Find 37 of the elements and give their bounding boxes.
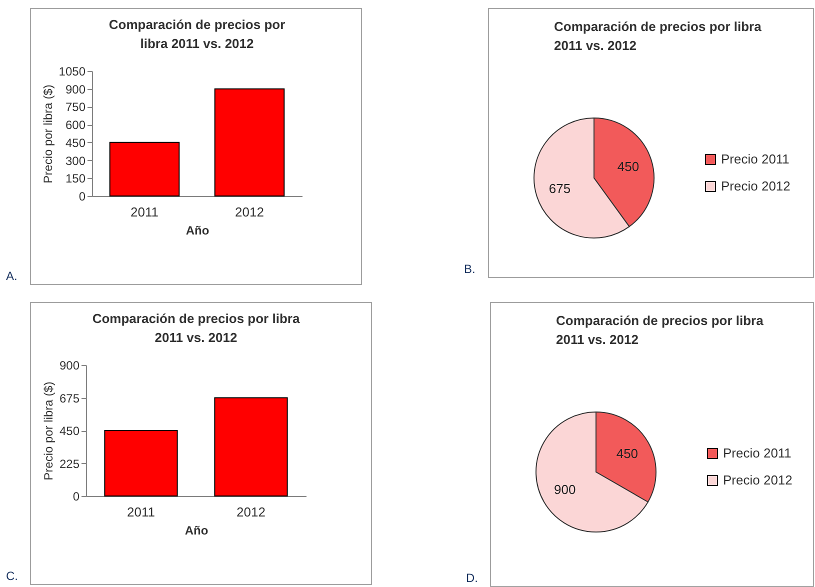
chart-title: Comparación de precios por libra 2011 vs. 2012 bbox=[108, 17, 286, 51]
y-tick-label: 900 bbox=[65, 82, 86, 96]
data-label: 675 bbox=[548, 181, 571, 196]
x-tick-label: 2012 bbox=[235, 204, 264, 220]
y-tick-label: 150 bbox=[65, 172, 86, 186]
legend-label: Precio 2011 bbox=[721, 152, 790, 166]
legend-label: Precio 2011 bbox=[723, 446, 792, 460]
chart-title: Comparación de precios por libra 2011 vs. 2012 bbox=[554, 19, 762, 53]
y-tick-label: 450 bbox=[65, 136, 86, 150]
text: A. bbox=[6, 269, 18, 283]
y-axis-title: Precio por libra ($) bbox=[41, 382, 56, 480]
y-tick-label: 600 bbox=[65, 118, 86, 132]
y-tick-label: 675 bbox=[59, 391, 80, 406]
y-tick-label: 1050 bbox=[58, 64, 86, 78]
x-axis-title: Año bbox=[186, 224, 210, 238]
y-tick-label: 0 bbox=[78, 190, 86, 204]
x-tick-label: 2011 bbox=[127, 504, 155, 520]
data-label: 450 bbox=[616, 446, 638, 461]
legend-label: Precio 2012 bbox=[723, 472, 792, 488]
x-tick-label: 2012 bbox=[236, 504, 266, 520]
y-tick-label: 900 bbox=[59, 358, 80, 372]
chart-title: Comparación de precios por libra 2011 vs. 2012 bbox=[556, 313, 764, 347]
data-label: 900 bbox=[554, 482, 576, 497]
y-tick-label: 300 bbox=[65, 154, 86, 168]
chart-title: Comparación de precios por libra 2011 vs. 2012 bbox=[92, 311, 300, 345]
y-axis-title: Precio por libra ($) bbox=[40, 84, 55, 184]
y-tick-label: 0 bbox=[72, 490, 80, 504]
text: D. bbox=[466, 571, 478, 585]
data-label: 450 bbox=[617, 158, 640, 174]
text: C. bbox=[6, 569, 18, 583]
y-tick-label: 750 bbox=[65, 100, 86, 114]
y-tick-label: 225 bbox=[59, 456, 80, 471]
x-axis-title: Año bbox=[184, 524, 208, 538]
y-tick-label: 450 bbox=[59, 424, 80, 438]
text: B. bbox=[464, 262, 476, 276]
x-tick-label: 2011 bbox=[130, 204, 158, 220]
legend-label: Precio 2012 bbox=[721, 178, 790, 194]
